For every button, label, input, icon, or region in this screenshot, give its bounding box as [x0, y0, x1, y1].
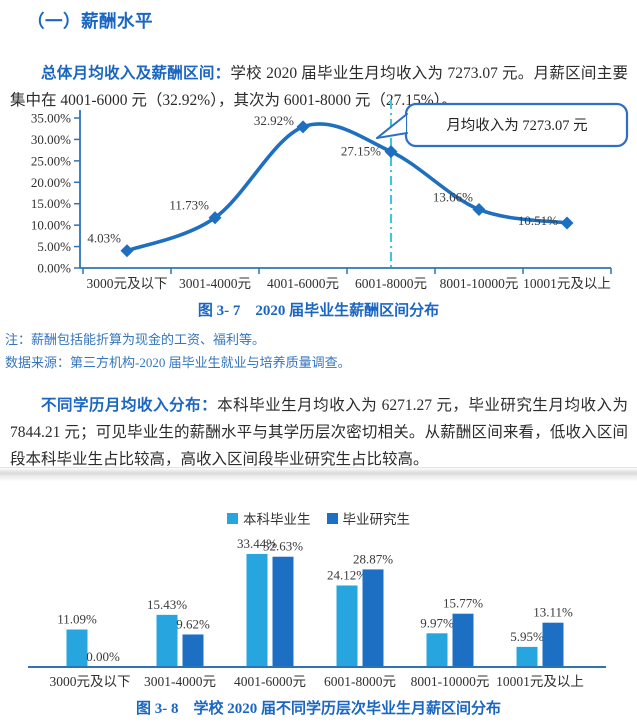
x-category-label: 3001-4000元 [179, 276, 251, 291]
x-category-label: 8001-10000元 [411, 674, 490, 689]
x-category-label: 6001-8000元 [324, 674, 396, 689]
bar-value-label: 5.95% [510, 629, 544, 644]
bar-value-label: 15.77% [443, 596, 483, 611]
paragraph-text: 本科毕业生月均收入为 6271.27 元，毕业研究生月均收入为 7844.21 … [10, 396, 628, 468]
bar-毕业研究生-10001元及以上 [542, 622, 564, 667]
y-tick-label: 25.00% [31, 153, 71, 168]
figure-3-7-caption: 图 3- 7 2020 届毕业生薪酬区间分布 [197, 303, 440, 319]
figure-3-8-caption: 图 3- 8 学校 2020 届不同学历层次毕业生月薪区间分布 [136, 701, 501, 717]
chart-notes: 注：薪酬包括能折算为现金的工资、福利等。 数据来源：第三方机构-2020 届毕业… [5, 328, 625, 374]
bar-本科毕业生-3001-4000元 [156, 614, 178, 667]
bar-value-label: 9.97% [420, 615, 454, 630]
y-tick-label: 5.00% [37, 239, 71, 254]
bar-value-label: 0.00% [86, 649, 120, 664]
page-break-divider [0, 467, 637, 482]
bar-chart-legend: 本科毕业生 毕业研究生 [0, 508, 637, 528]
bar-毕业研究生-8001-10000元 [452, 613, 474, 667]
legend-label-graduate: 毕业研究生 [342, 512, 411, 527]
note-line-2: 数据来源：第三方机构-2020 届毕业生就业与培养质量调查。 [5, 355, 351, 370]
paragraph-lead: 不同学历月均收入分布： [41, 396, 218, 414]
data-point-marker [208, 211, 222, 225]
bar-本科毕业生-3000元及以下 [66, 629, 88, 667]
x-category-label: 4001-6000元 [234, 674, 306, 689]
bar-本科毕业生-6001-8000元 [336, 585, 358, 667]
bar-value-label: 33.44% [237, 536, 277, 551]
bar-value-label: 32.63% [263, 539, 303, 554]
legend-swatch-graduate [326, 512, 338, 524]
paragraph-overall-income: 总体月均收入及薪酬区间：学校 2020 届毕业生月均收入为 7273.07 元。… [10, 60, 628, 114]
paragraph-income-by-degree: 不同学历月均收入分布：本科毕业生月均收入为 6271.27 元，毕业研究生月均收… [10, 392, 628, 473]
legend-item-graduate: 毕业研究生 [326, 508, 411, 528]
bar-value-label: 9.62% [176, 616, 210, 631]
bar-value-label: 13.11% [533, 605, 573, 620]
callout-text: 月均收入为 7273.07 元 [446, 117, 587, 134]
data-point-marker [120, 244, 134, 258]
data-point-label: 4.03% [87, 231, 121, 246]
x-category-label: 3000元及以下 [87, 276, 168, 291]
data-point-marker [296, 120, 310, 134]
x-category-label: 10001元及以上 [496, 674, 584, 689]
data-point-marker [560, 216, 574, 230]
data-point-marker [384, 145, 398, 159]
x-category-label: 8001-10000元 [440, 276, 519, 291]
y-tick-label: 0.00% [37, 261, 71, 276]
salary-bar-chart: 11.09% 15.43% 33.44% 24.12% 9.97% 5.95% 0.00% 9… [28, 536, 606, 689]
bar-毕业研究生-3001-4000元 [182, 634, 204, 667]
bar-本科毕业生-10001元及以上 [516, 646, 538, 667]
bar-chart-card [0, 481, 637, 722]
y-tick-label: 10.00% [31, 218, 71, 233]
data-point-label: 13.66% [433, 189, 473, 204]
x-category-label: 10001元及以上 [523, 276, 611, 291]
bar-本科毕业生-4001-6000元 [246, 553, 268, 667]
paragraph-text: 学校 2020 届毕业生月均收入为 7273.07 元。月薪区间主要集中在 40… [10, 64, 628, 109]
bar-value-label: 24.12% [327, 567, 367, 582]
y-tick-label: 35.00% [31, 111, 71, 126]
data-point-label: 11.73% [169, 198, 209, 213]
bar-value-label: 28.87% [353, 551, 393, 566]
x-category-label: 4001-6000元 [267, 276, 339, 291]
bar-value-label: 15.43% [147, 597, 187, 612]
legend-swatch-undergraduate [227, 512, 238, 524]
salary-line-chart: 0.00% 5.00% 10.00% 15.00% 20.00% 25.00% 30.00%… [31, 100, 629, 291]
callout-tail-edge [376, 113, 408, 139]
legend-label-undergraduate: 本科毕业生 [243, 512, 311, 527]
x-category-label: 6001-8000元 [355, 276, 427, 291]
x-category-label: 3000元及以下 [50, 674, 131, 689]
x-category-label: 3001-4000元 [144, 674, 216, 689]
data-point-label: 32.92% [254, 113, 294, 128]
data-point-label: 10.51% [518, 213, 558, 228]
y-tick-label: 15.00% [31, 196, 71, 211]
data-point-label: 27.15% [341, 144, 381, 159]
note-line-1: 注：薪酬包括能折算为现金的工资、福利等。 [5, 332, 266, 347]
bar-毕业研究生-4001-6000元 [272, 556, 294, 667]
y-tick-label: 30.00% [31, 132, 71, 147]
paragraph-lead: 总体月均收入及薪酬区间： [41, 64, 231, 82]
bar-毕业研究生-6001-8000元 [362, 569, 384, 667]
data-point-marker [472, 202, 486, 216]
bar-本科毕业生-8001-10000元 [426, 633, 448, 667]
y-tick-label: 20.00% [31, 175, 71, 190]
bar-value-label: 11.09% [57, 612, 97, 627]
section-heading: （一）薪酬水平 [27, 11, 153, 31]
callout-tail-edge [376, 132, 408, 139]
legend-item-undergraduate: 本科毕业生 [227, 508, 311, 528]
